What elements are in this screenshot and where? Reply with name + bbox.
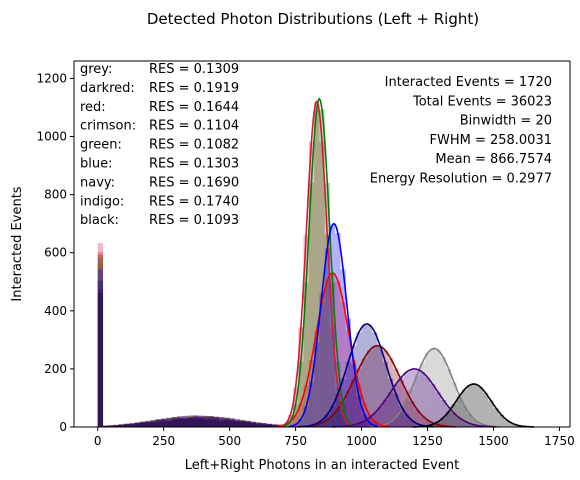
legend-resolution-value: RES = 0.1644 xyxy=(149,100,239,115)
x-tick-label: 1000 xyxy=(346,434,377,448)
histogram-bar xyxy=(235,421,240,427)
x-tick-label: 1500 xyxy=(478,434,509,448)
y-tick-label: 400 xyxy=(44,304,67,318)
histogram-bar xyxy=(414,369,419,427)
stat-line: Mean = 866.7574 xyxy=(435,152,552,167)
legend-resolution-value: RES = 0.1082 xyxy=(149,138,239,153)
histogram-bar xyxy=(420,372,425,427)
y-tick-label: 1000 xyxy=(36,130,67,144)
y-tick-label: 1200 xyxy=(36,71,67,85)
histogram-bar xyxy=(172,418,177,427)
legend-resolution-value: RES = 0.1093 xyxy=(149,213,239,228)
legend-series-name: indigo: xyxy=(80,194,124,209)
histogram-bar xyxy=(478,387,483,427)
histogram-bar xyxy=(193,415,198,427)
legend-series-name: grey: xyxy=(80,62,112,77)
y-tick-label: 0 xyxy=(59,420,67,434)
histogram-bar xyxy=(209,416,214,427)
x-tick-label: 250 xyxy=(152,434,175,448)
legend-resolution-value: RES = 0.1919 xyxy=(149,81,239,96)
histogram-bar xyxy=(214,417,219,427)
x-ticks: 0 250 500 750 1000 1250 1500 1750 xyxy=(94,427,575,448)
histogram-bar xyxy=(261,423,266,427)
histogram-bar xyxy=(145,422,150,427)
histogram-bar xyxy=(430,384,435,427)
y-ticks: 0 200 400 600 800 1000 1200 xyxy=(36,71,74,434)
stat-line: FWHM = 258.0031 xyxy=(429,133,552,148)
x-tick-label: 750 xyxy=(284,434,307,448)
legend-series-name: crimson: xyxy=(80,119,136,134)
y-tick-label: 800 xyxy=(44,188,67,202)
legend-series-name: green: xyxy=(80,138,122,153)
x-tick-label: 1250 xyxy=(412,434,443,448)
histogram-bar xyxy=(251,422,256,427)
y-axis-label: Interacted Events xyxy=(10,186,25,301)
histogram-bar xyxy=(187,417,192,427)
histogram-bar xyxy=(140,422,145,427)
resolution-legend: grey: RES = 0.1309 darkred: RES = 0.1919 red… xyxy=(80,62,239,228)
histogram-bar xyxy=(483,393,488,427)
histogram-bar xyxy=(177,417,182,427)
histogram-bar xyxy=(304,407,309,427)
stat-line: Binwidth = 20 xyxy=(460,114,552,129)
x-tick-label: 0 xyxy=(94,434,102,448)
legend-resolution-value: RES = 0.1303 xyxy=(149,157,239,172)
histogram-bar xyxy=(156,419,161,427)
histogram-bar xyxy=(151,422,156,427)
histogram-bar xyxy=(219,421,224,427)
legend-series-name: darkred: xyxy=(80,81,135,96)
legend-series-name: navy: xyxy=(80,175,115,190)
x-tick-label: 500 xyxy=(218,434,241,448)
stat-line: Energy Resolution = 0.2977 xyxy=(370,172,552,187)
legend-series-name: blue: xyxy=(80,157,112,172)
histogram-bar xyxy=(98,293,103,427)
histogram-bar xyxy=(230,418,235,427)
chart-title: Detected Photon Distributions (Left + Ri… xyxy=(147,10,479,28)
legend-resolution-value: RES = 0.1690 xyxy=(149,175,239,190)
histogram-bar xyxy=(457,397,462,427)
histogram-bar xyxy=(224,418,229,427)
stats-box: Interacted Events = 1720 Total Events = 3… xyxy=(370,75,552,187)
histogram-bar xyxy=(182,419,187,427)
histogram-bar xyxy=(362,325,367,427)
legend-resolution-value: RES = 0.1104 xyxy=(149,119,239,134)
legend-series-name: black: xyxy=(80,213,119,228)
histogram-bar xyxy=(240,421,245,427)
histogram-bar xyxy=(166,421,171,427)
histogram-bar xyxy=(256,424,261,427)
histogram-bar xyxy=(467,385,472,427)
x-tick-label: 1750 xyxy=(544,434,575,448)
y-tick-label: 200 xyxy=(44,362,67,376)
histogram-bar xyxy=(161,419,166,427)
histogram-bar xyxy=(135,423,140,427)
legend-resolution-value: RES = 0.1309 xyxy=(149,62,239,77)
legend-resolution-value: RES = 0.1740 xyxy=(149,194,239,209)
legend-series-name: red: xyxy=(80,100,106,115)
x-axis-label: Left+Right Photons in an interacted Even… xyxy=(185,458,459,473)
histogram-bar xyxy=(245,421,250,427)
stat-line: Total Events = 36023 xyxy=(412,94,552,109)
stat-line: Interacted Events = 1720 xyxy=(385,75,552,90)
histogram-bar xyxy=(203,419,208,427)
y-tick-label: 600 xyxy=(44,246,67,260)
histogram-bar xyxy=(198,417,203,427)
